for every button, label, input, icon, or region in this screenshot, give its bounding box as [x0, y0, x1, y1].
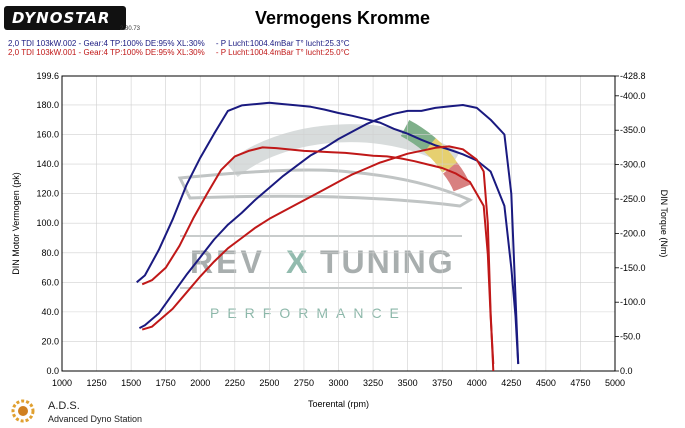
ads-name: A.D.S.: [48, 400, 80, 412]
series-line-power-run-002: [138, 104, 520, 364]
y2-tick-label: -200.0: [620, 228, 646, 238]
y2-tick-label: -400.0: [620, 91, 646, 101]
y-tick-label: 80.0: [41, 248, 59, 258]
x-tick-label: 2250: [225, 378, 245, 388]
y2-tick-label: -350.0: [620, 125, 646, 135]
ads-subtitle: Advanced Dyno Station: [48, 414, 143, 424]
y-tick-label: 0.0: [46, 366, 59, 376]
y-tick-label: 180.0: [36, 100, 59, 110]
x-tick-label: 3750: [432, 378, 452, 388]
software-version: 2.30.73: [120, 26, 141, 32]
y2-axis-label: DIN Torque (Nm): [659, 190, 669, 258]
y-tick-label: 140.0: [36, 159, 59, 169]
x-tick-label: 1000: [52, 378, 72, 388]
y-tick-label: 199.6: [36, 71, 59, 81]
y2-tick-label: -50.0: [620, 332, 641, 342]
y-tick-label: 20.0: [41, 336, 59, 346]
y-tick-label: 160.0: [36, 130, 59, 140]
x-tick-label: 4250: [501, 378, 521, 388]
x-tick-label: 4000: [467, 378, 487, 388]
dynostar-logo: [4, 6, 126, 30]
x-axis-label: Toerental (rpm): [308, 399, 369, 409]
watermark-performance: PERFORMANCE: [210, 305, 407, 321]
x-tick-label: 3000: [328, 378, 348, 388]
plot-frame: [61, 75, 616, 372]
series-line-torque-run-001: [141, 146, 495, 365]
chart-title: Vermogens Kromme: [254, 8, 431, 28]
watermark-gauge-red: [442, 162, 471, 192]
run-legend-1: 2,0 TDI 103kW.002 - Gear:4 TP:100% DE:95…: [8, 39, 350, 48]
y2-tick-label: -250.0: [620, 194, 646, 204]
y-axis-label: DIN Motor Vermogen (pk): [11, 172, 21, 275]
y2-tick-label: 0.0: [620, 366, 633, 376]
x-tick-label: 1500: [121, 378, 141, 388]
watermark-gauge-yellow: [424, 138, 458, 173]
dynostar-logo-text: DYNOSTAR: [12, 9, 111, 27]
ads-gear-icon: [11, 399, 35, 423]
x-tick-label: 1750: [156, 378, 176, 388]
y2-tick-label: -100.0: [620, 297, 646, 307]
x-tick-label: 2000: [190, 378, 210, 388]
watermark-car-outline: [177, 168, 474, 208]
x-tick-label: 3500: [398, 378, 418, 388]
watermark-gauge-green: [400, 120, 436, 152]
y2-tick-label: -300.0: [620, 160, 646, 170]
watermark-x: X: [286, 244, 308, 280]
y2-tick-label: -150.0: [620, 263, 646, 273]
run-legend-2: 2,0 TDI 103kW.001 - Gear:4 TP:100% DE:95…: [8, 48, 350, 57]
y2-tick-label: -428.8: [620, 71, 646, 81]
y-tick-label: 60.0: [41, 277, 59, 287]
y-tick-label: 100.0: [36, 218, 59, 228]
x-tick-label: 1250: [87, 378, 107, 388]
x-tick-label: 2500: [259, 378, 279, 388]
y-tick-label: 120.0: [36, 189, 59, 199]
x-tick-label: 3250: [363, 378, 383, 388]
x-tick-label: 4500: [536, 378, 556, 388]
x-tick-label: 5000: [605, 378, 625, 388]
y-tick-label: 40.0: [41, 307, 59, 317]
series-line-power-run-001: [141, 145, 495, 372]
x-tick-label: 2750: [294, 378, 314, 388]
watermark-tuning: TUNING: [320, 244, 455, 280]
x-tick-label: 4750: [570, 378, 590, 388]
